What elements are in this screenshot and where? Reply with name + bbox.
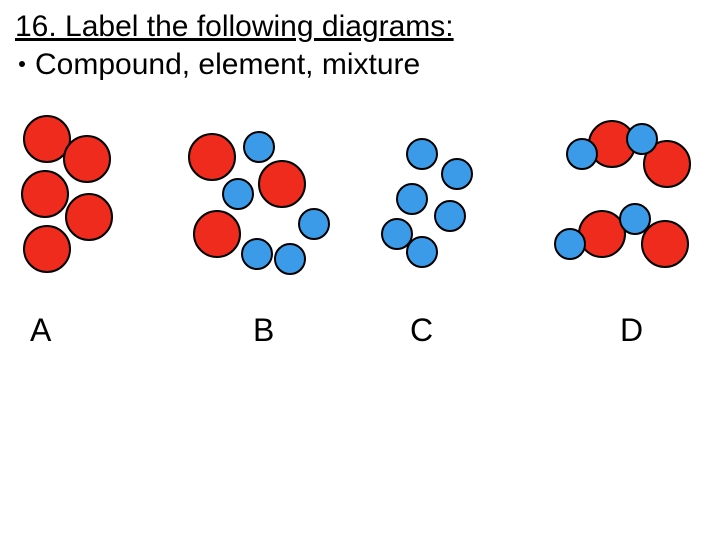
blue-atom — [298, 208, 330, 240]
blue-atom — [406, 138, 438, 170]
panel-b — [180, 102, 352, 282]
question-subtitle: Compound, element, mixture — [15, 48, 705, 82]
blue-atom — [406, 236, 438, 268]
panel-d — [505, 102, 677, 282]
blue-atom — [274, 243, 306, 275]
blue-atom — [441, 158, 473, 190]
blue-atom — [626, 123, 658, 155]
red-atom — [65, 193, 113, 241]
blue-atom — [243, 131, 275, 163]
panel-a — [15, 102, 187, 282]
red-atom — [258, 160, 306, 208]
panel-label-b: B — [253, 312, 274, 349]
diagram-area — [15, 102, 705, 302]
red-atom — [193, 210, 241, 258]
red-atom — [63, 135, 111, 183]
panel-label-c: C — [410, 312, 433, 349]
subtitle-text: Compound, element, mixture — [35, 48, 420, 81]
red-atom — [188, 133, 236, 181]
red-atom — [23, 225, 71, 273]
blue-atom — [396, 183, 428, 215]
blue-atom — [566, 138, 598, 170]
red-atom — [21, 170, 69, 218]
blue-atom — [241, 238, 273, 270]
blue-atom — [554, 228, 586, 260]
blue-atom — [619, 203, 651, 235]
panel-label-d: D — [620, 312, 643, 349]
panel-label-a: A — [30, 312, 51, 349]
blue-atom — [434, 200, 466, 232]
question-title: 16. Label the following diagrams: — [15, 10, 705, 44]
bullet-icon — [19, 61, 25, 67]
blue-atom — [222, 178, 254, 210]
